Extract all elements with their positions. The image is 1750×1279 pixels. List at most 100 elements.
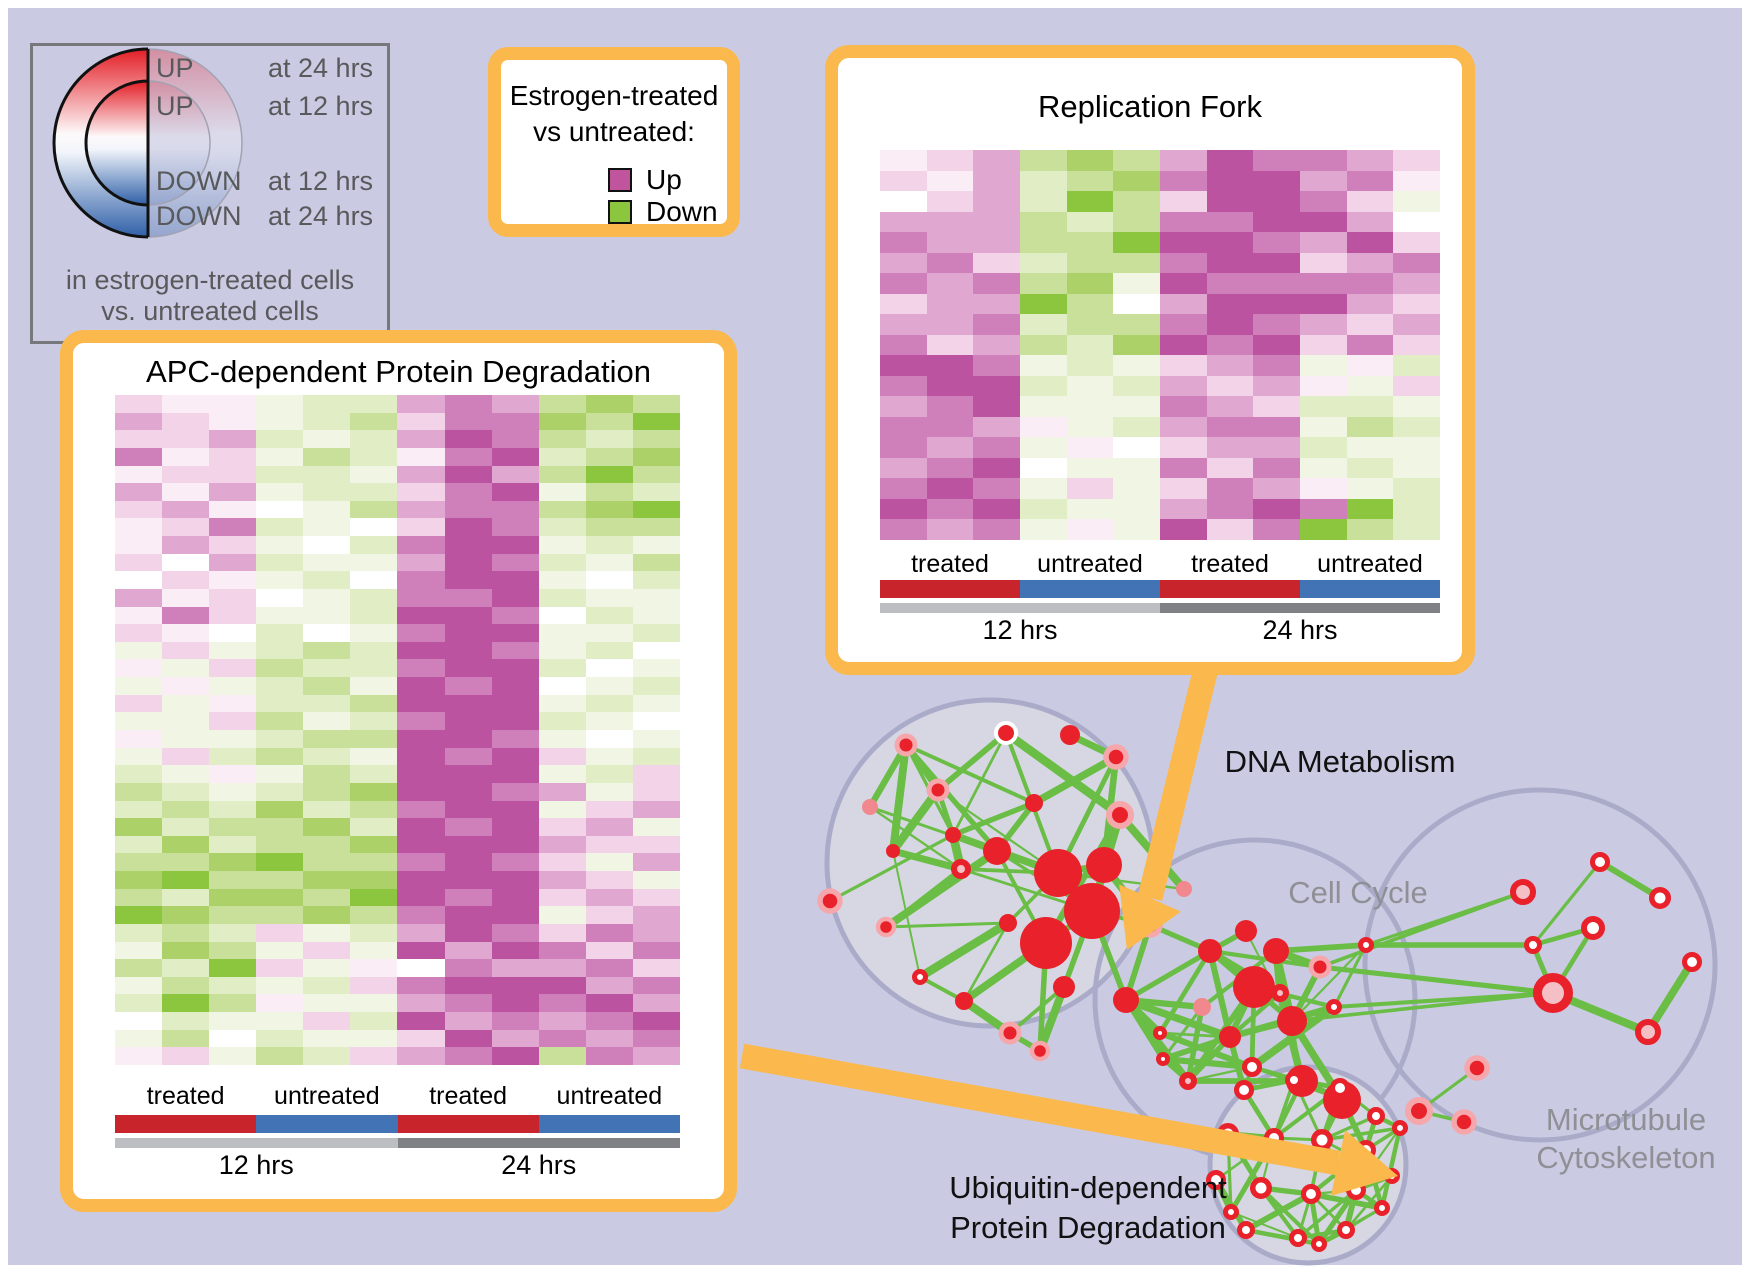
time-label: at 24 hrs — [268, 53, 374, 83]
heatmap-cell — [1346, 170, 1394, 192]
heatmap-cell — [1206, 396, 1254, 417]
heatmap-cell — [491, 941, 539, 960]
heatmap-cell — [162, 430, 210, 448]
heatmap-cell — [585, 1012, 633, 1030]
heatmap-cell — [926, 396, 974, 417]
heatmap-cell — [303, 624, 351, 642]
heatmap-cell — [256, 500, 304, 519]
heatmap-cell — [162, 835, 210, 854]
heatmap-cell — [350, 430, 398, 448]
network-node — [999, 914, 1017, 932]
heatmap-cell — [1066, 232, 1114, 253]
network-node — [1358, 937, 1374, 953]
heatmap-cell — [256, 483, 304, 501]
heatmap-cell — [538, 941, 586, 960]
heatmap-cell — [209, 571, 257, 589]
heatmap-cell — [397, 765, 445, 783]
heatmap-cell — [1206, 437, 1254, 458]
heatmap-cell — [444, 835, 492, 854]
heatmap-cell — [1020, 211, 1067, 233]
heatmap-cell — [1020, 232, 1067, 253]
heatmap-cell — [115, 712, 163, 730]
heatmap-cell — [397, 888, 445, 907]
heatmap-cell — [491, 641, 539, 660]
heatmap-cell — [973, 416, 1020, 438]
cluster-label: Protein Degradation — [950, 1210, 1226, 1245]
heatmap-cell — [1020, 150, 1067, 171]
heatmap-cell — [1160, 150, 1207, 171]
cluster-circle-microtubule-cytoskeleton — [1362, 787, 1718, 1143]
heatmap-cell — [162, 677, 210, 695]
heatmap-cell — [350, 1029, 398, 1048]
heatmap-cell — [973, 170, 1020, 192]
network-edge — [892, 850, 921, 978]
heatmap-cell — [880, 293, 927, 315]
heatmap-cell — [350, 483, 398, 501]
heatmap-cell — [397, 465, 445, 484]
heatmap-cell — [1113, 519, 1160, 540]
heatmap-cell — [538, 1047, 586, 1065]
heatmap-cell — [115, 747, 163, 766]
heatmap-cell — [1300, 478, 1347, 499]
heatmap-cell — [303, 588, 351, 607]
network-node — [1223, 1204, 1239, 1220]
heatmap-cell — [632, 835, 680, 854]
heatmap-cell — [303, 923, 351, 942]
updown-circle-glyph — [52, 47, 243, 239]
heatmap-cell — [1300, 232, 1347, 253]
heatmap-cell — [585, 782, 633, 801]
heatmap-cell — [303, 430, 351, 448]
heatmap-cell — [1113, 252, 1160, 274]
heatmap-cell — [115, 906, 163, 924]
heatmap-cell — [973, 498, 1020, 520]
heatmap-cell — [350, 906, 398, 924]
heatmap-cell — [256, 853, 304, 872]
heatmap-cell — [397, 871, 445, 889]
heatmap-cell — [1300, 355, 1347, 376]
heatmap-cell — [209, 694, 257, 713]
heatmap-cell — [1346, 519, 1394, 540]
heatmap-cell — [256, 588, 304, 607]
connector-arrow-shaft — [739, 1043, 1341, 1176]
network-node — [945, 827, 961, 843]
group-label: untreated — [274, 1082, 380, 1110]
heatmap-cell — [162, 923, 210, 942]
heatmap-cell — [585, 447, 633, 466]
heatmap-cell — [491, 818, 539, 836]
heatmap-cell — [585, 588, 633, 607]
network-edge — [1230, 1211, 1299, 1239]
heatmap-cell — [585, 888, 633, 907]
heatmap-cell — [303, 959, 351, 977]
heatmap-cell — [585, 765, 633, 783]
network-node — [1025, 794, 1043, 812]
group-label: untreated — [1037, 550, 1143, 578]
heatmap-cell — [350, 729, 398, 748]
heatmap-cell — [491, 553, 539, 572]
heatmap-cell — [303, 729, 351, 748]
heatmap-cell — [303, 1047, 351, 1065]
heatmap-cell — [444, 659, 492, 678]
heatmap-cell — [632, 994, 680, 1013]
heatmap-cell — [538, 800, 586, 819]
network-edge — [1003, 729, 1123, 819]
heatmap-cell — [1160, 355, 1207, 376]
heatmap-cell — [926, 519, 974, 540]
down-color-swatch — [608, 200, 632, 224]
heatmap-cell — [491, 465, 539, 484]
network-edge — [905, 743, 1035, 805]
network-node — [1590, 852, 1610, 872]
heatmap-cell — [926, 437, 974, 458]
network-edge — [951, 732, 1008, 836]
heatmap-cell — [1253, 498, 1300, 520]
time-bar-24hrs — [1160, 603, 1440, 613]
heatmap-cell — [632, 588, 680, 607]
heatmap-cell — [115, 447, 163, 466]
heatmap-cell — [444, 1029, 492, 1048]
heatmap-cell — [1113, 170, 1160, 192]
heatmap-cell — [538, 694, 586, 713]
replication-fork-panel: Replication Fork treated untreated treat… — [825, 45, 1475, 675]
heatmap-cell — [1393, 232, 1440, 253]
heatmap-cell — [538, 641, 586, 660]
heatmap-cell — [585, 747, 633, 766]
heatmap-cell — [209, 994, 257, 1013]
